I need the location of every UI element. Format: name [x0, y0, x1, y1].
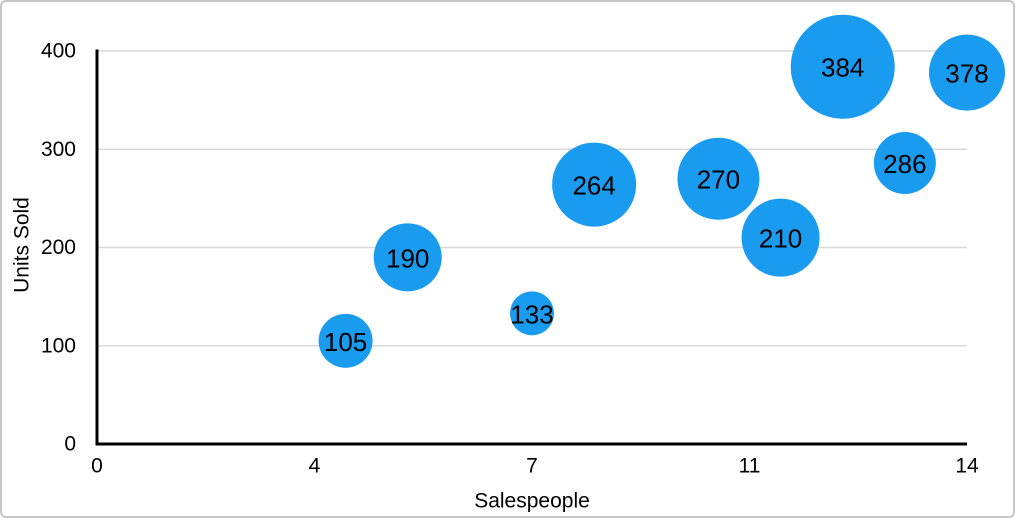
- x-tick-label: 0: [91, 455, 103, 478]
- x-tick-label: 4: [309, 455, 321, 478]
- bubble-group: 190: [373, 223, 442, 292]
- x-tick-label: 14: [955, 455, 979, 478]
- bubble-label: 210: [759, 224, 802, 254]
- x-tick-label: 7: [526, 455, 538, 478]
- bubble-label: 133: [510, 299, 553, 329]
- bubble: [929, 34, 1005, 111]
- bubble-label: 264: [572, 171, 615, 201]
- x-tick-label: 11: [739, 455, 761, 478]
- y-tick-label: 200: [41, 236, 76, 259]
- bubble: [790, 14, 895, 119]
- bubble: [677, 137, 760, 220]
- bubble: [873, 132, 936, 195]
- x-axis-title: Salespeople: [474, 490, 590, 513]
- x-tick-labels: 0 4 7 11 14: [91, 455, 979, 478]
- bubble: [373, 223, 442, 292]
- axis-lines: [95, 49, 967, 446]
- bubble-label: 384: [821, 53, 864, 83]
- gridlines: [97, 50, 967, 347]
- bubble-label: 105: [324, 327, 367, 357]
- bubble: [741, 198, 820, 277]
- y-tick-label: 100: [41, 334, 76, 357]
- bubble-group: 378: [929, 34, 1005, 111]
- bubble: [318, 313, 373, 368]
- bubble-group: 384: [790, 14, 895, 119]
- y-axis-title: Units Sold: [11, 197, 34, 293]
- bubble-label: 378: [945, 59, 988, 89]
- y-tick-label: 0: [64, 433, 76, 456]
- bubble-label: 270: [697, 165, 740, 195]
- bubble-group: 105: [318, 313, 373, 368]
- bubble: [510, 291, 554, 336]
- bubble-group: 270: [677, 137, 760, 220]
- bubble: [552, 142, 637, 227]
- bubble-group: 210: [741, 198, 820, 277]
- bubble-label: 190: [386, 243, 429, 273]
- bubble-group: 133: [510, 291, 554, 336]
- bubbles: 105 190 133 264 270 210 384 286 378: [318, 14, 1005, 368]
- y-tick-label: 300: [41, 138, 76, 161]
- y-tick-labels: 0 100 200 300 400: [41, 40, 76, 456]
- y-tick-label: 400: [41, 40, 76, 63]
- bubble-label: 286: [883, 149, 926, 179]
- bubble-group: 286: [873, 132, 936, 195]
- bubble-group: 264: [552, 142, 637, 227]
